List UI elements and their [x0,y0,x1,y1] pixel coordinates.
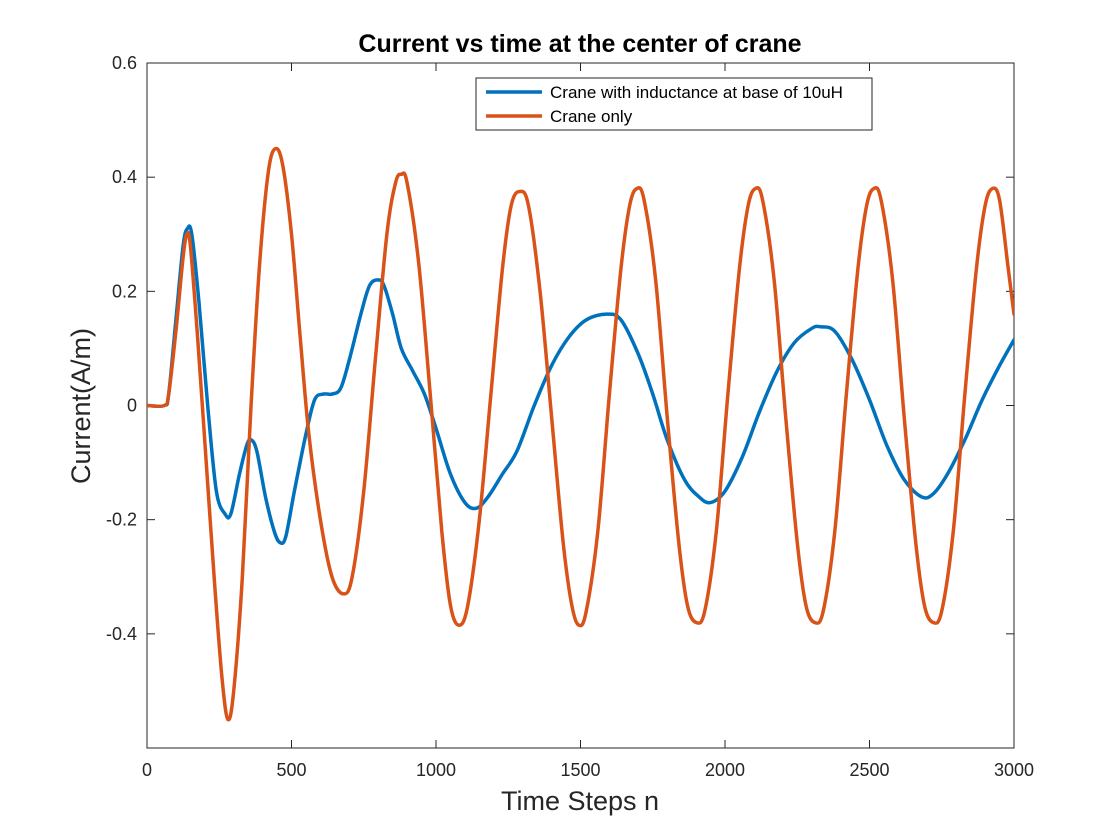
plot-area: 0 500 1000 1500 2000 2500 3000 -0.4 -0.2 0 0.2 0.4 0… [106,53,1034,780]
y-tick-label: -0.2 [106,510,137,530]
y-tick-label: -0.4 [106,624,137,644]
x-tick-label: 1000 [416,760,456,780]
y-tick-label: 0 [127,396,137,416]
axes-box [146,62,1015,749]
chart-title: Current vs time at the center of crane [358,30,801,58]
y-tick-label: 0.4 [112,167,137,187]
legend-box [475,77,873,131]
x-tick-label: 0 [142,760,152,780]
x-tick-label: 2500 [849,760,889,780]
y-axis-label: Current(A/m) [66,328,96,484]
y-tick-label: 0.2 [112,281,137,301]
x-tick-label: 1500 [560,760,600,780]
legend-entry-2: Crane only [550,107,633,126]
y-tick-label: 0.6 [112,53,137,73]
legend-entry-1: Crane with inductance at base of 10uH [550,83,843,102]
series-line-2 [147,146,1014,722]
series-line-1 [147,224,1014,546]
x-tick-label: 3000 [994,760,1034,780]
x-tick-label: 2000 [705,760,745,780]
x-tick-label: 500 [276,760,306,780]
x-axis-label: Time Steps n [501,786,659,816]
